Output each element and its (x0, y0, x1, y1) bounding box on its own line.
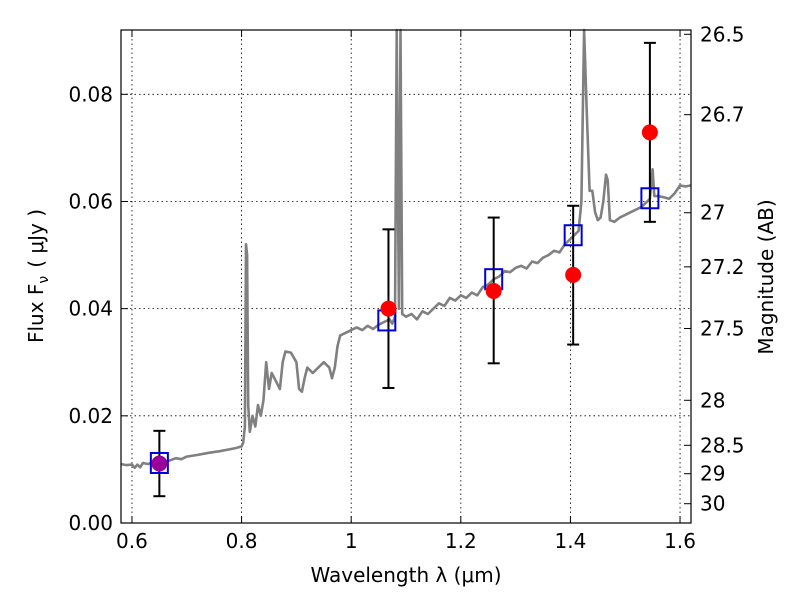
y-axis-label-left: Flux Fν ( μJy ) (24, 209, 52, 343)
x-tick-label: 0.8 (226, 529, 258, 553)
y-axis-label-unit: ( μJy ) (24, 209, 48, 268)
x-tick-label: 0.6 (116, 529, 148, 553)
right-tick-label: 27.2 (700, 255, 745, 279)
y-tick-label: 0.04 (68, 297, 113, 321)
observed-photometry-layer (151, 124, 658, 472)
y-axis-right: 26.5 26.7 27 27.2 27.5 28 28.5 29 30 (684, 22, 745, 516)
right-tick-label: 26.7 (700, 103, 745, 127)
observed-point (641, 124, 658, 141)
x-tick-label: 1.2 (445, 529, 477, 553)
right-tick-label: 28.5 (700, 433, 745, 457)
x-axis-label: Wavelength λ (μm) (310, 563, 501, 587)
model-photometry-layer (149, 187, 660, 474)
model-photometry-square (640, 187, 660, 210)
observed-point (485, 282, 502, 299)
grid-lines (121, 30, 691, 524)
y-tick-label: 0.02 (68, 404, 113, 428)
plot-frame (120, 29, 692, 524)
x-tick-label: 1 (345, 529, 358, 553)
observed-point (565, 266, 582, 283)
observed-point (151, 455, 168, 472)
spectrum-layer (120, 28, 692, 470)
right-tick-label: 26.5 (700, 22, 745, 46)
y-tick-label: 0.08 (68, 82, 113, 106)
y-tick-label: 0.06 (68, 189, 113, 213)
x-axis: 0.6 0.8 1 1.2 1.4 1.6 (116, 30, 696, 553)
x-tick-label: 1.6 (664, 529, 696, 553)
spectrum-line (120, 28, 692, 470)
right-tick-label: 27.5 (700, 316, 745, 340)
right-tick-label: 27 (700, 201, 725, 225)
y-axis-left: 0.00 0.02 0.04 0.06 0.08 (68, 82, 128, 535)
right-tick-label: 29 (700, 462, 725, 486)
y-tick-label: 0.00 (68, 511, 113, 535)
y-axis-label-right: Magnitude (AB) (754, 199, 778, 354)
right-tick-label: 28 (700, 388, 725, 412)
observed-point (380, 300, 397, 317)
model-photometry-square (563, 224, 583, 247)
right-tick-label: 30 (700, 492, 725, 516)
model-photometry-square (149, 451, 169, 474)
x-tick-label: 1.4 (555, 529, 587, 553)
y-axis-label-subscript: ν (36, 276, 52, 284)
y-axis-label-main: Flux F (24, 284, 48, 343)
errorbar-layer (153, 41, 656, 498)
